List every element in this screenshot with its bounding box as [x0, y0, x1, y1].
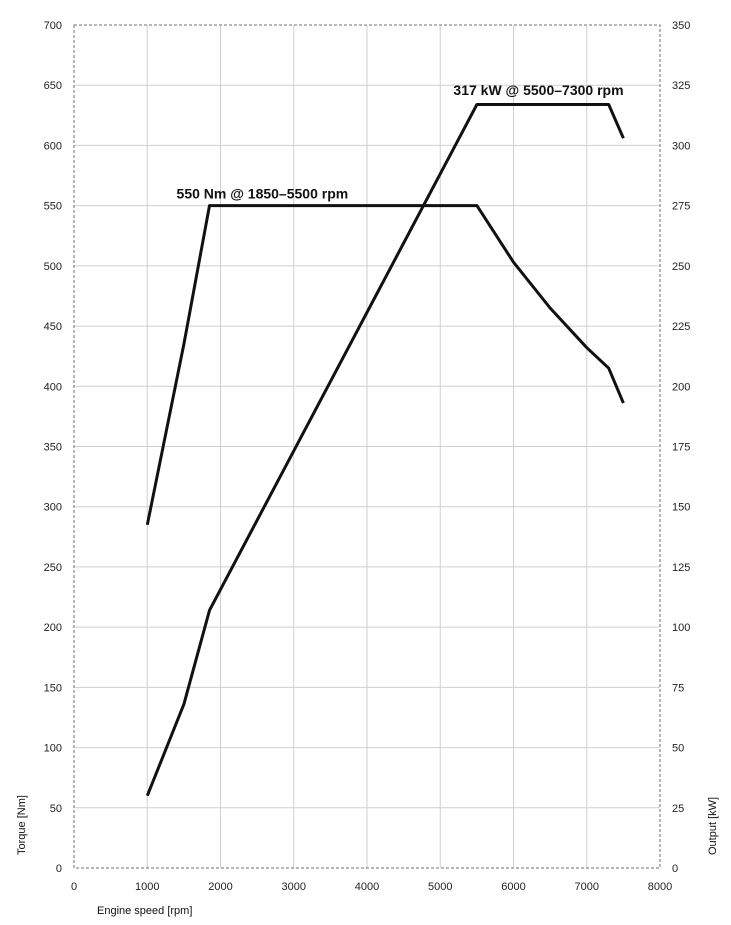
- y-tick-label: 50: [50, 803, 62, 815]
- y-tick-label: 500: [44, 261, 62, 273]
- torque-peak-annotation: 550 Nm @ 1850–5500 rpm: [177, 185, 349, 201]
- y-tick-label: 700: [44, 20, 62, 32]
- y-tick-label: 450: [44, 321, 62, 333]
- annotations: 550 Nm @ 1850–5500 rpm 317 kW @ 5500–7300…: [177, 82, 624, 202]
- tick-labels: 0 1000 2000 3000 4000 5000 6000 7000 80000501001…: [44, 20, 691, 893]
- x-tick-label: 7000: [575, 881, 599, 893]
- y-tick-label: 600: [44, 140, 62, 152]
- y2-tick-label: 250: [672, 261, 690, 273]
- y2-tick-label: 0: [672, 863, 678, 875]
- x-tick-label: 5000: [428, 881, 452, 893]
- y2-tick-label: 75: [672, 682, 684, 694]
- x-tick-label: 1000: [135, 881, 159, 893]
- y-axis-label: Torque [Nm]: [16, 795, 28, 855]
- y2-tick-label: 200: [672, 381, 690, 393]
- y-tick-label: 250: [44, 562, 62, 574]
- y2-tick-label: 100: [672, 622, 690, 634]
- y2-tick-label: 25: [672, 803, 684, 815]
- y2-tick-label: 50: [672, 743, 684, 755]
- curves: [145, 103, 625, 797]
- x-tick-label: 0: [71, 881, 77, 893]
- y2-tick-label: 175: [672, 442, 690, 454]
- y-tick-label: 550: [44, 201, 62, 213]
- plot-frame: [73, 24, 661, 869]
- output-curve: [145, 103, 625, 797]
- x-tick-label: 6000: [501, 881, 525, 893]
- x-tick-label: 2000: [208, 881, 232, 893]
- y-tick-label: 0: [56, 863, 62, 875]
- x-tick-label: 3000: [282, 881, 306, 893]
- y-tick-label: 100: [44, 743, 62, 755]
- y2-tick-label: 275: [672, 201, 690, 213]
- x-tick-label: 8000: [648, 881, 672, 893]
- x-axis-label: Engine speed [rpm]: [97, 905, 192, 917]
- plot-border: [73, 24, 661, 869]
- y2-tick-label: 225: [672, 321, 690, 333]
- y-tick-label: 150: [44, 682, 62, 694]
- y-tick-label: 200: [44, 622, 62, 634]
- y-tick-label: 650: [44, 80, 62, 92]
- y2-tick-label: 350: [672, 20, 690, 32]
- y2-tick-label: 325: [672, 80, 690, 92]
- y2-tick-label: 150: [672, 502, 690, 514]
- y-tick-label: 300: [44, 502, 62, 514]
- y-tick-label: 400: [44, 381, 62, 393]
- x-tick-label: 4000: [355, 881, 379, 893]
- y2-axis-label: Output [kW]: [707, 797, 719, 855]
- y2-tick-label: 300: [672, 140, 690, 152]
- y-tick-label: 350: [44, 442, 62, 454]
- output-peak-annotation: 317 kW @ 5500–7300 rpm: [453, 82, 623, 98]
- torque-curve: [145, 204, 625, 526]
- y2-tick-label: 125: [672, 562, 690, 574]
